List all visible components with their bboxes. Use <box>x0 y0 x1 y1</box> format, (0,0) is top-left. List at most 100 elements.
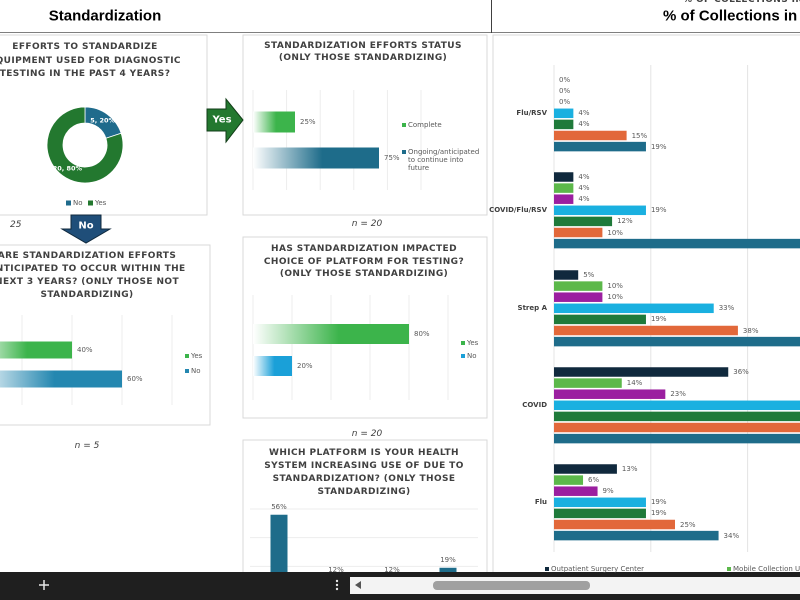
data-label: 9% <box>602 487 614 496</box>
yes-arrow <box>206 97 244 144</box>
no-arrow <box>60 214 112 244</box>
data-label: 0% <box>559 98 571 107</box>
chart-title: NEXT 3 YEARS? (ONLY THOSE NOT <box>0 276 179 287</box>
data-label: 10% <box>607 293 623 302</box>
chart-title: EFFORTS TO STANDARDIZE <box>12 41 158 52</box>
chart-title: SYSTEM INCREASING USE OF DUE TO <box>264 460 464 471</box>
chart-title: STANDARDIZING) <box>317 486 411 497</box>
scrollbar-thumb[interactable] <box>433 581 590 590</box>
bar <box>554 325 738 336</box>
chart-title: % OF COLLECTIONS IN <box>683 0 800 5</box>
arrow-label: No <box>78 220 94 232</box>
data-label: 14% <box>626 379 643 388</box>
bar <box>253 356 292 376</box>
data-label: 19% <box>650 315 667 324</box>
bar <box>554 141 646 152</box>
chart-title: CHOICE OF PLATFORM FOR TESTING? <box>263 256 465 267</box>
chart-title: STANDARDIZATION EFFORTS STATUS <box>264 40 462 51</box>
data-label: 36% <box>733 367 749 376</box>
bar <box>554 464 617 474</box>
bar <box>554 303 714 314</box>
legend-swatch <box>402 123 406 127</box>
chart-frame <box>0 244 211 426</box>
bar <box>554 336 800 347</box>
category-label: COVID/Flu/RSV <box>489 206 547 215</box>
legend-swatch <box>88 200 93 206</box>
legend-swatch <box>461 341 465 345</box>
bar <box>554 433 800 444</box>
bar <box>554 172 574 182</box>
data-label: 12% <box>328 565 344 574</box>
data-label: 25% <box>680 520 696 529</box>
data-label: 75% <box>384 153 400 162</box>
bar <box>554 119 574 130</box>
scroll-left-button[interactable] <box>355 581 361 589</box>
bar <box>554 389 666 399</box>
bar <box>554 238 800 249</box>
legend-swatch <box>66 200 71 206</box>
data-label: 38% <box>742 326 759 335</box>
bar <box>554 130 627 141</box>
data-label: 20, 80% <box>52 164 83 173</box>
chart-title: STANDARDIZATION? (ONLY THOSE <box>272 473 456 484</box>
bar <box>554 314 646 325</box>
sample-size-label: 25 <box>10 219 22 230</box>
legend-swatch <box>402 150 406 154</box>
sample-size-label: n = 20 <box>351 218 383 229</box>
data-label: 4% <box>578 172 590 181</box>
legend-swatch <box>461 354 465 358</box>
data-label: 19% <box>650 206 667 215</box>
section-header: Standardization <box>48 7 162 25</box>
bar <box>554 281 603 291</box>
legend-label: Yes <box>191 351 203 360</box>
legend-swatch <box>185 354 189 358</box>
category-label: COVID <box>522 401 547 410</box>
bar <box>253 111 295 133</box>
bar <box>554 194 574 204</box>
chart-title: ARE STANDARDIZATION EFFORTS <box>0 250 177 261</box>
legend-swatch <box>727 567 731 571</box>
data-label: 4% <box>578 184 590 193</box>
data-label: 56% <box>271 502 287 511</box>
data-label: 10% <box>607 228 623 237</box>
data-label: 60% <box>127 374 143 383</box>
chart-title: HAS STANDARDIZATION IMPACTED <box>271 243 457 254</box>
category-label: Flu/RSV <box>516 109 547 118</box>
pie-slice <box>46 106 124 184</box>
sheet-options-button[interactable] <box>335 579 339 591</box>
bar <box>554 411 800 422</box>
data-label: 40% <box>77 345 93 354</box>
legend-label: Outpatient Surgery Center <box>551 564 645 573</box>
bar <box>554 227 603 238</box>
bar <box>554 519 675 530</box>
sample-size-label: n = 5 <box>74 440 100 451</box>
legend-label: No <box>467 351 477 360</box>
bar <box>554 292 603 302</box>
bar <box>554 205 646 216</box>
chart-title: TESTING IN THE PAST 4 YEARS? <box>0 68 171 79</box>
bar <box>253 147 379 169</box>
data-label: 19% <box>650 498 667 507</box>
arrow-label: Yes <box>212 114 232 126</box>
chart-title: EQUIPMENT USED FOR DIAGNOSTIC <box>0 55 181 66</box>
data-label: 34% <box>723 531 740 540</box>
data-label: 19% <box>440 555 456 564</box>
bar <box>554 378 622 388</box>
legend-swatch <box>185 369 189 373</box>
legend-label: Yes <box>467 338 479 347</box>
category-label: Strep A <box>517 304 547 313</box>
legend-swatch <box>545 567 549 571</box>
data-label: 4% <box>578 195 590 204</box>
data-label: 33% <box>718 304 735 313</box>
bar <box>554 400 800 411</box>
add-sheet-button[interactable] <box>39 580 49 590</box>
chart-title: WHICH PLATFORM IS YOUR HEALTH <box>269 447 459 458</box>
chart-title: (ONLY THOSE STANDARDIZING) <box>278 52 448 63</box>
bar <box>253 324 409 344</box>
legend-label: No <box>191 366 201 375</box>
bar <box>554 270 579 280</box>
bar <box>0 341 72 359</box>
data-label: 4% <box>578 109 590 118</box>
section-header: % of Collections in D <box>663 7 800 25</box>
